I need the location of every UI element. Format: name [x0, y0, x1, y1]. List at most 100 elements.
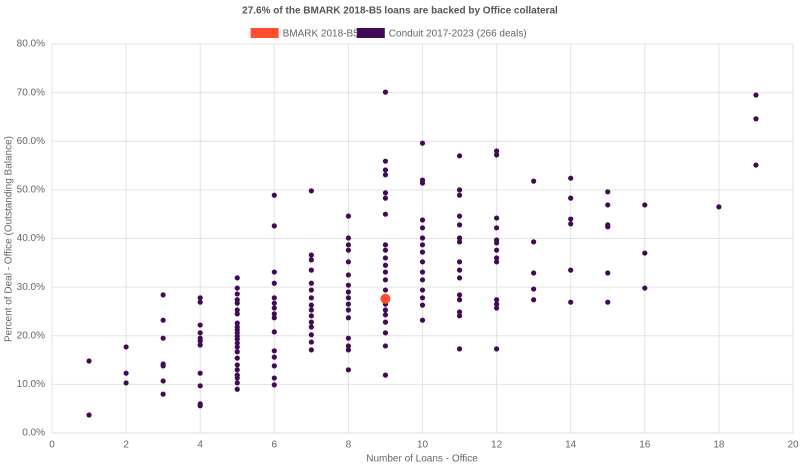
scatter-point	[345, 282, 351, 288]
scatter-point	[456, 213, 463, 219]
legend-label: Conduit 2017-2023 (266 deals)	[389, 29, 527, 40]
scatter-point	[345, 295, 351, 301]
scatter-point	[271, 382, 277, 388]
scatter-point	[234, 375, 240, 381]
x-tick-label: 8	[346, 440, 352, 451]
scatter-point	[494, 301, 500, 307]
scatter-point	[160, 317, 166, 323]
scatter-point	[568, 175, 574, 181]
scatter-point	[456, 275, 463, 281]
scatter-point	[308, 257, 314, 263]
scatter-point	[308, 188, 314, 194]
scatter-point	[308, 319, 314, 325]
x-tick-label: 12	[491, 440, 503, 451]
y-tick-label: 30.0%	[17, 282, 45, 293]
scatter-point	[456, 259, 463, 265]
scatter-point	[419, 249, 426, 255]
scatter-point	[345, 301, 351, 307]
legend-swatch	[356, 28, 385, 38]
scatter-point	[531, 297, 537, 303]
scatter-point	[234, 311, 240, 317]
scatter-point	[494, 305, 500, 311]
scatter-point	[382, 211, 389, 217]
scatter-point	[197, 370, 203, 376]
scatter-point	[271, 295, 277, 301]
scatter-point	[382, 167, 389, 173]
scatter-point	[753, 92, 759, 98]
scatter-point	[271, 363, 277, 369]
scatter-point	[197, 322, 203, 328]
scatter-point	[160, 292, 166, 298]
scatter-point	[197, 299, 203, 305]
chart-title: 27.6% of the BMARK 2018-B5 loans are bac…	[242, 6, 558, 17]
scatter-point	[382, 255, 389, 261]
scatter-point	[234, 300, 240, 306]
scatter-point	[531, 178, 537, 184]
scatter-point	[531, 270, 537, 276]
scatter-point	[716, 204, 722, 210]
scatter-point	[382, 242, 389, 248]
scatter-point	[419, 140, 426, 146]
scatter-point	[345, 272, 351, 278]
y-tick-label: 70.0%	[17, 87, 45, 98]
scatter-point	[456, 187, 463, 193]
y-tick-label: 80.0%	[17, 39, 45, 50]
y-tick-label: 40.0%	[17, 233, 45, 244]
scatter-point	[160, 391, 166, 397]
scatter-point	[271, 348, 277, 354]
scatter-point	[382, 190, 389, 196]
scatter-point	[419, 295, 426, 301]
scatter-point	[494, 346, 500, 352]
scatter-point	[419, 287, 426, 293]
scatter-point	[494, 215, 500, 221]
scatter-point	[382, 372, 389, 378]
scatter-point	[531, 286, 537, 292]
scatter-point	[456, 222, 463, 228]
x-tick-label: 18	[713, 440, 725, 451]
scatter-point	[382, 312, 389, 318]
scatter-point	[568, 299, 574, 305]
scatter-point	[568, 216, 574, 222]
scatter-point	[271, 192, 277, 198]
scatter-point	[271, 315, 277, 321]
scatter-point	[494, 152, 500, 158]
scatter-point	[308, 302, 314, 308]
scatter-point	[456, 267, 463, 273]
x-tick-label: 10	[417, 440, 429, 451]
y-tick-label: 0.0%	[22, 428, 45, 439]
scatter-point	[271, 329, 277, 335]
scatter-point	[382, 343, 389, 349]
scatter-point	[382, 287, 389, 293]
scatter-point	[271, 223, 277, 229]
scatter-point	[308, 332, 314, 338]
scatter-point	[753, 162, 759, 168]
scatter-point	[123, 380, 129, 386]
scatter-point	[494, 225, 500, 231]
scatter-point	[197, 330, 203, 336]
scatter-point	[160, 378, 166, 384]
scatter-point	[605, 202, 611, 208]
scatter-point	[234, 362, 240, 368]
scatter-point	[234, 291, 240, 297]
x-tick-label: 4	[197, 440, 203, 451]
scatter-point	[382, 307, 389, 313]
scatter-point	[197, 403, 203, 409]
scatter-point	[419, 302, 426, 308]
scatter-point	[753, 116, 759, 122]
scatter-point	[419, 277, 426, 283]
scatter-point	[419, 235, 426, 241]
scatter-point	[234, 355, 240, 361]
scatter-point	[605, 224, 611, 230]
scatter-point	[234, 344, 240, 350]
scatter-point	[419, 317, 426, 323]
scatter-point	[271, 269, 277, 275]
scatter-point	[345, 307, 351, 313]
scatter-point	[345, 235, 351, 241]
scatter-point	[308, 307, 314, 313]
x-tick-label: 20	[787, 440, 799, 451]
scatter-point	[605, 299, 611, 305]
scatter-point	[234, 380, 240, 386]
scatter-point	[197, 342, 203, 348]
